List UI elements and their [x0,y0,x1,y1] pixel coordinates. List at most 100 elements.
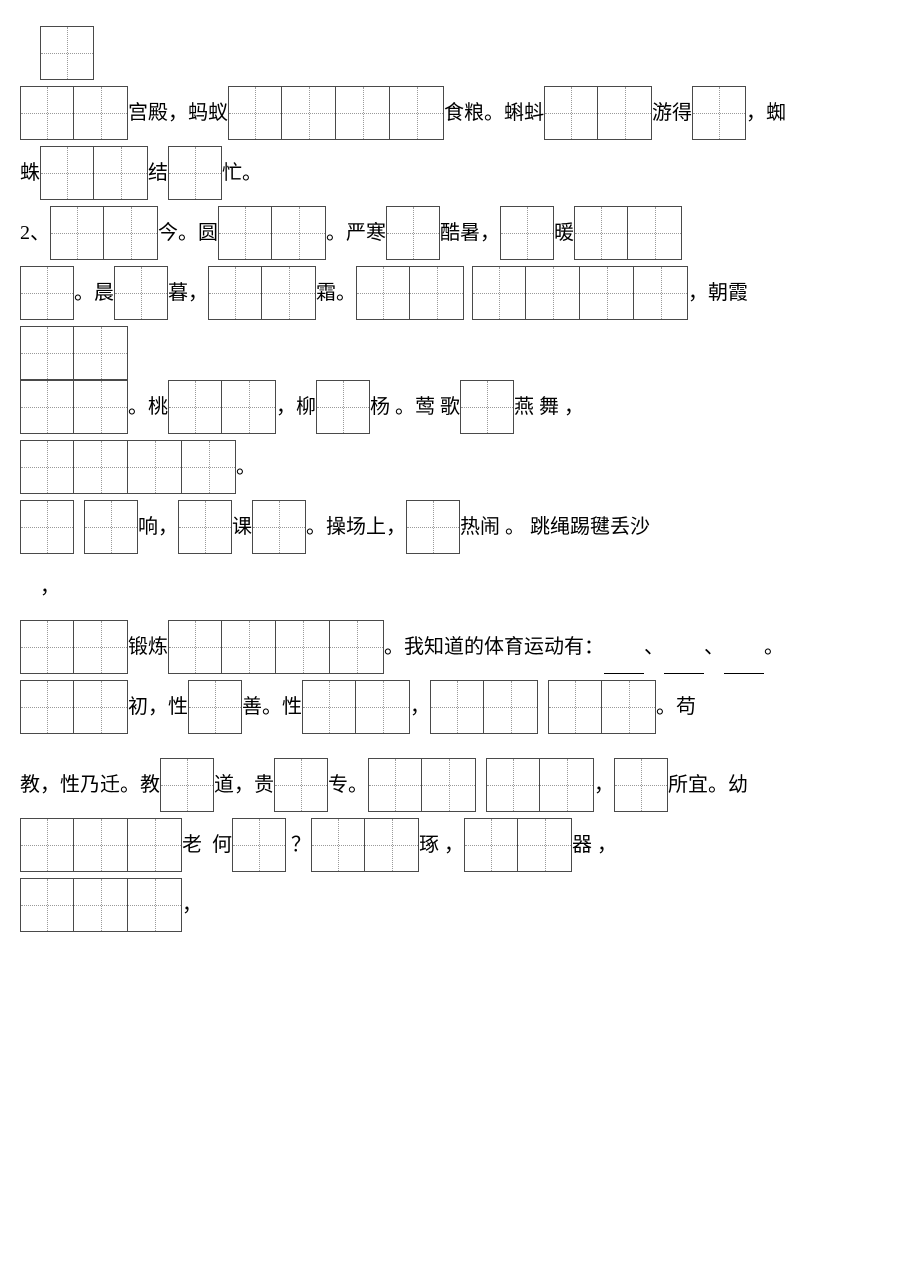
character-box-group[interactable] [232,818,286,872]
character-box[interactable] [182,440,236,494]
character-box-group[interactable] [368,758,476,812]
character-box-group[interactable] [20,878,182,932]
character-box-group[interactable] [406,500,460,554]
character-box-group[interactable] [178,500,232,554]
character-box-group[interactable] [472,266,688,320]
character-box[interactable] [544,86,598,140]
character-box[interactable] [598,86,652,140]
character-box-group[interactable] [252,500,306,554]
character-box-group[interactable] [20,680,128,734]
character-box-group[interactable] [114,266,168,320]
character-box[interactable] [311,818,365,872]
character-box[interactable] [262,266,316,320]
character-box[interactable] [580,266,634,320]
character-box[interactable] [20,266,74,320]
character-box[interactable] [526,266,580,320]
character-box[interactable] [20,500,74,554]
character-box[interactable] [20,620,74,674]
fill-blank-underline[interactable] [604,651,644,674]
character-box[interactable] [20,818,74,872]
character-box[interactable] [20,680,74,734]
character-box[interactable] [104,206,158,260]
character-box[interactable] [430,680,484,734]
character-box-group[interactable] [20,266,74,320]
character-box-group[interactable] [574,206,682,260]
character-box[interactable] [114,266,168,320]
character-box[interactable] [540,758,594,812]
character-box-group[interactable] [168,380,276,434]
character-box[interactable] [168,380,222,434]
character-box[interactable] [20,878,74,932]
character-box[interactable] [574,206,628,260]
character-box[interactable] [356,266,410,320]
character-box[interactable] [168,146,222,200]
character-box-group[interactable] [20,380,128,434]
character-box[interactable] [356,680,410,734]
character-box-group[interactable] [20,620,128,674]
character-box[interactable] [472,266,526,320]
character-box[interactable] [20,440,74,494]
character-box[interactable] [94,146,148,200]
character-box-group[interactable] [316,380,370,434]
character-box[interactable] [74,86,128,140]
character-box[interactable] [74,680,128,734]
character-box[interactable] [386,206,440,260]
fill-blank-underline[interactable] [664,651,704,674]
character-box[interactable] [74,440,128,494]
character-box-group[interactable] [692,86,746,140]
character-box-group[interactable] [20,326,128,380]
character-box[interactable] [302,680,356,734]
character-box[interactable] [272,206,326,260]
character-box[interactable] [74,380,128,434]
character-box-group[interactable] [274,758,328,812]
character-box[interactable] [614,758,668,812]
character-box-group[interactable] [614,758,668,812]
character-box-group[interactable] [548,680,656,734]
character-box[interactable] [365,818,419,872]
character-box[interactable] [74,326,128,380]
character-box-group[interactable] [84,500,138,554]
character-box[interactable] [484,680,538,734]
character-box[interactable] [692,86,746,140]
character-box-group[interactable] [464,818,572,872]
character-box[interactable] [500,206,554,260]
character-box-group[interactable] [386,206,440,260]
character-box[interactable] [628,206,682,260]
character-box-group[interactable] [160,758,214,812]
character-box[interactable] [178,500,232,554]
character-box[interactable] [84,500,138,554]
character-box[interactable] [20,326,74,380]
character-box[interactable] [390,86,444,140]
character-box-group[interactable] [208,266,316,320]
character-box[interactable] [208,266,262,320]
character-box-group[interactable] [486,758,594,812]
character-box[interactable] [40,26,94,80]
character-box[interactable] [406,500,460,554]
character-box[interactable] [330,620,384,674]
character-box-group[interactable] [460,380,514,434]
character-box[interactable] [128,878,182,932]
character-box-group[interactable] [500,206,554,260]
character-box[interactable] [74,818,128,872]
character-box[interactable] [20,380,74,434]
character-box[interactable] [368,758,422,812]
character-box[interactable] [276,620,330,674]
character-box[interactable] [50,206,104,260]
character-box-group[interactable] [218,206,326,260]
character-box[interactable] [316,380,370,434]
character-box[interactable] [602,680,656,734]
character-box[interactable] [518,818,572,872]
character-box[interactable] [486,758,540,812]
character-box-group[interactable] [20,440,236,494]
character-box-group[interactable] [20,86,128,140]
character-box[interactable] [222,380,276,434]
character-box-group[interactable] [168,620,384,674]
character-box[interactable] [128,440,182,494]
character-box[interactable] [222,620,276,674]
character-box[interactable] [410,266,464,320]
character-box[interactable] [634,266,688,320]
character-box[interactable] [74,620,128,674]
character-box[interactable] [20,86,74,140]
character-box-group[interactable] [40,26,94,80]
character-box-group[interactable] [430,680,538,734]
